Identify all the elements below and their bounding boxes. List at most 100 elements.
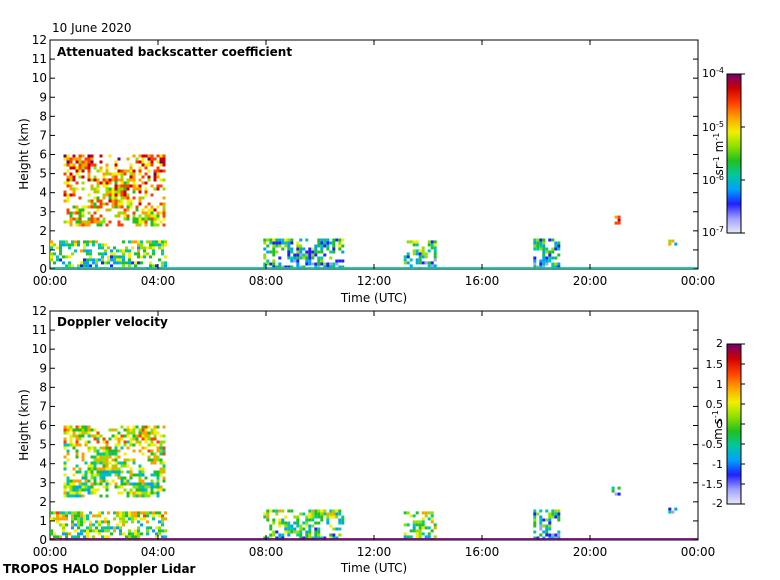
data-cell xyxy=(111,452,115,456)
doppler-y-label: Height (km) xyxy=(17,389,31,460)
data-cell xyxy=(86,529,89,533)
data-cell xyxy=(98,520,101,524)
data-cell xyxy=(93,461,97,465)
data-cell xyxy=(95,526,98,530)
data-cell xyxy=(72,434,76,438)
data-cell xyxy=(153,470,157,474)
data-cell xyxy=(114,190,118,194)
data-cell xyxy=(78,223,82,227)
data-cell xyxy=(557,253,561,257)
data-cell xyxy=(84,220,88,224)
data-cell xyxy=(75,425,79,429)
data-cell xyxy=(93,491,97,495)
data-cell xyxy=(424,514,428,518)
data-cell xyxy=(105,184,109,188)
data-cell xyxy=(158,511,161,515)
data-cell xyxy=(293,530,297,534)
data-cell xyxy=(105,169,109,173)
data-cell xyxy=(87,446,91,450)
data-cell xyxy=(78,208,82,212)
data-cell xyxy=(548,512,552,516)
data-cell xyxy=(69,494,73,498)
data-cell xyxy=(105,166,109,170)
data-cell xyxy=(290,241,294,245)
colorbar-tick-label: 10-4 xyxy=(702,66,724,81)
data-cell xyxy=(122,532,125,536)
data-cell xyxy=(69,491,73,495)
data-cell xyxy=(269,262,273,266)
data-cell xyxy=(102,455,106,459)
data-cell xyxy=(314,244,318,248)
data-cell xyxy=(107,246,110,250)
data-cell xyxy=(341,518,345,522)
data-cell xyxy=(132,494,136,498)
data-cell xyxy=(314,533,318,537)
data-cell xyxy=(132,473,136,477)
data-cell xyxy=(111,428,115,432)
data-cell xyxy=(101,261,104,265)
data-cell xyxy=(551,256,555,260)
data-cell xyxy=(278,521,282,525)
data-cell xyxy=(81,163,85,167)
data-cell xyxy=(75,455,79,459)
data-cell xyxy=(86,261,89,265)
data-cell xyxy=(68,243,71,247)
data-cell xyxy=(105,449,109,453)
data-cell xyxy=(147,455,151,459)
data-cell xyxy=(69,193,73,197)
data-cell xyxy=(69,425,73,429)
data-cell xyxy=(284,527,288,531)
data-cell xyxy=(314,509,318,513)
data-cell xyxy=(162,479,166,483)
data-cell xyxy=(317,515,321,519)
data-cell xyxy=(50,511,53,515)
data-cell xyxy=(56,246,59,250)
data-cell xyxy=(104,252,107,256)
data-cell xyxy=(323,238,327,242)
data-cell xyxy=(105,488,109,492)
data-cell xyxy=(114,178,118,182)
y-tick-label: 11 xyxy=(32,323,47,337)
data-cell xyxy=(162,467,166,471)
data-cell xyxy=(128,532,131,536)
data-cell xyxy=(50,243,53,247)
data-cell xyxy=(341,521,345,525)
data-cell xyxy=(129,163,133,167)
data-cell xyxy=(99,205,103,209)
data-cell xyxy=(69,172,73,176)
data-cell xyxy=(314,527,318,531)
data-cell xyxy=(415,252,419,256)
data-cell xyxy=(104,243,107,247)
data-cell xyxy=(129,184,133,188)
data-cell xyxy=(290,259,294,263)
data-cell xyxy=(153,458,157,462)
data-cell xyxy=(317,509,321,513)
data-cell xyxy=(418,252,422,256)
data-cell xyxy=(409,514,413,518)
data-cell xyxy=(90,199,94,203)
data-cell xyxy=(141,491,145,495)
data-cell xyxy=(65,517,68,521)
data-cell xyxy=(81,452,85,456)
data-cell xyxy=(317,241,321,245)
data-cell xyxy=(141,482,145,486)
data-cell xyxy=(132,154,136,158)
data-cell xyxy=(135,437,139,441)
data-cell xyxy=(403,255,407,259)
data-cell xyxy=(75,494,79,498)
y-tick-label: 6 xyxy=(39,148,47,162)
data-cell xyxy=(539,524,543,528)
data-cell xyxy=(418,255,422,259)
data-cell xyxy=(317,244,321,248)
data-cell xyxy=(155,243,158,247)
data-cell xyxy=(87,157,91,161)
data-cell xyxy=(278,524,282,528)
data-cell xyxy=(69,211,73,215)
data-cell xyxy=(305,518,309,522)
data-cell xyxy=(63,437,67,441)
data-cell xyxy=(152,243,155,247)
data-cell xyxy=(110,532,113,536)
data-cell xyxy=(63,482,67,486)
data-cell xyxy=(146,520,149,524)
data-cell xyxy=(111,175,115,179)
